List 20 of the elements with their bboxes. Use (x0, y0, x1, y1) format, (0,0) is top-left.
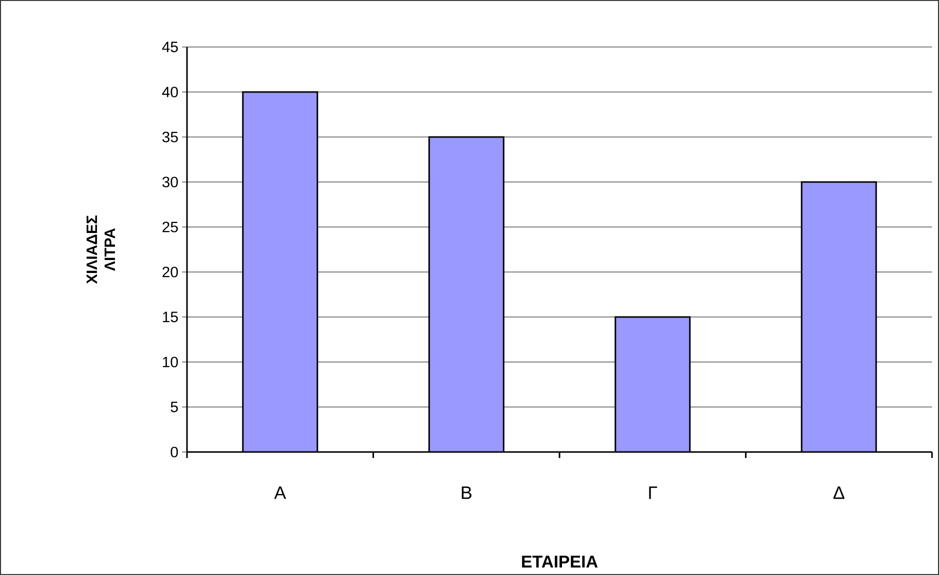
y-tick-label: 20 (162, 266, 178, 278)
x-tick-label: Β (462, 486, 472, 499)
y-tick-label: 40 (162, 86, 178, 98)
y-tick-label: 15 (162, 312, 178, 322)
y-tick-label: 0 (170, 446, 178, 458)
y-axis-title: ΧΙΛΙΑΔΕΣ ΛΙΤΡΑ (86, 215, 115, 284)
y-tick-label: 10 (162, 356, 178, 368)
x-axis-title: ΕΤΑΙΡΕΙΑ (522, 556, 598, 568)
x-tick-label: Α (274, 486, 286, 499)
y-tick-label: 30 (162, 176, 178, 188)
bar (429, 137, 504, 452)
bar (242, 92, 318, 452)
bar (800, 181, 877, 452)
x-tick-label: Δ (833, 486, 844, 499)
y-tick-label: 25 (162, 222, 178, 232)
y-tick-label: 45 (162, 42, 178, 52)
bar (615, 317, 690, 452)
x-tick-label: Γ (649, 486, 658, 499)
y-tick-label: 35 (162, 132, 178, 142)
y-tick-label: 5 (170, 402, 178, 412)
